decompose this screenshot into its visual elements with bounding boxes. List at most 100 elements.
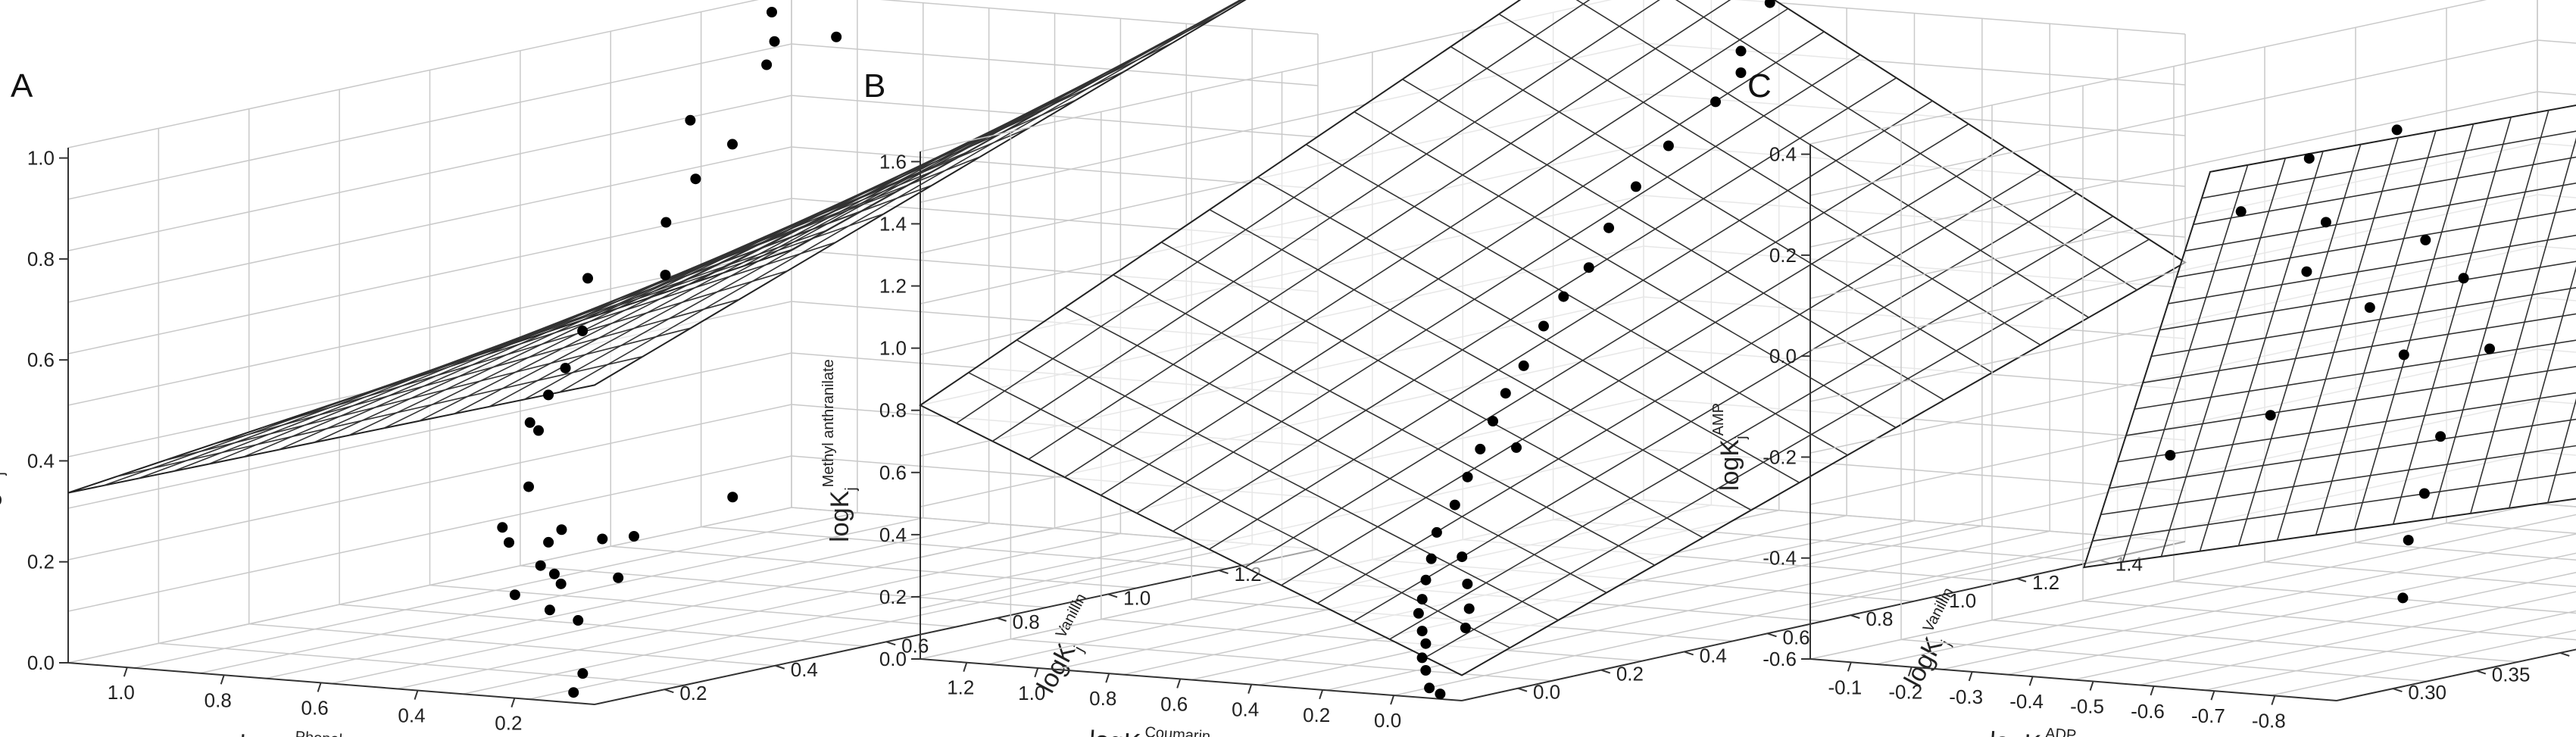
surface-meshline [2193, 156, 2576, 226]
surface-meshline [1257, 176, 1800, 483]
y-tick-mark [1684, 651, 1694, 656]
z-tick-label: 1.2 [879, 275, 907, 298]
floor-gridline [1991, 620, 2519, 663]
y-tick-label: 0.4 [1700, 644, 1727, 667]
x-tick-label: 0.2 [1303, 704, 1330, 726]
x-tick-label: -0.6 [2131, 700, 2165, 723]
floor-gridline [2264, 561, 2576, 588]
surface-meshline [164, 327, 692, 461]
surface-meshline [2176, 208, 2576, 278]
y-tick-label: 1.0 [1949, 589, 1976, 612]
data-point [660, 270, 671, 281]
y-tick-mark [1517, 687, 1528, 692]
data-point [2301, 266, 2312, 277]
surface-meshline [2201, 130, 2576, 199]
x-tick-label: 0.6 [1160, 692, 1188, 715]
panel-letter: A [11, 67, 33, 105]
y-tick-mark [1219, 570, 1229, 574]
y-axis-line [2336, 648, 2576, 701]
floor-gridline [339, 604, 866, 647]
panel-letter: B [863, 67, 885, 105]
x-tick-label: 1.0 [108, 681, 135, 704]
floor-gridline [2082, 600, 2576, 641]
floor-gridline [610, 545, 1138, 589]
z-tick-label: -0.4 [1763, 547, 1797, 570]
y-axis-line [1461, 541, 2186, 701]
z-tick-label: 0.8 [879, 399, 907, 422]
data-point [727, 139, 738, 150]
x-tick-mark [2210, 690, 2215, 701]
wall-gridline [67, 507, 792, 664]
surface-meshline [1305, 144, 1848, 456]
data-point [2303, 153, 2315, 164]
surface-meshline [1281, 146, 2006, 586]
wall-gridline [1809, 91, 2538, 248]
data-point [597, 533, 608, 545]
data-point [555, 578, 567, 589]
y-tick-label: 0.30 [2408, 681, 2446, 704]
surface-meshline [1113, 274, 1656, 566]
x-tick-mark [511, 698, 516, 707]
z-tick-label: 0.2 [1769, 244, 1797, 267]
x-tick-mark [123, 667, 128, 677]
data-point [533, 425, 544, 436]
x-tick-mark [963, 662, 968, 673]
surface-meshline [1425, 239, 2150, 658]
data-point [1416, 594, 1428, 605]
z-tick-label: 0.2 [879, 586, 907, 608]
surface-meshline [1100, 31, 1825, 496]
data-point [1462, 578, 1473, 589]
surface-meshline [646, 42, 1174, 299]
y-tick-mark [2016, 577, 2027, 582]
z-tick-label: 0.2 [27, 551, 55, 573]
y-tick-mark [2393, 688, 2403, 693]
wall-gridline [2537, 0, 2576, 30]
surface-meshline [2160, 158, 2287, 557]
x-tick-mark [1907, 667, 1912, 676]
y-tick-mark [1767, 632, 1777, 638]
data-point [767, 7, 777, 17]
data-point [543, 536, 554, 548]
x-tick-mark [1247, 684, 1253, 694]
data-point [535, 560, 546, 571]
data-point [2397, 592, 2409, 604]
wall-gridline [1809, 0, 2487, 145]
data-point [2391, 124, 2403, 136]
data-points [1413, 0, 1775, 700]
floor-gridline [2446, 522, 2576, 534]
data-point [690, 173, 701, 185]
data-point [548, 568, 560, 579]
data-point [556, 524, 567, 536]
surface-meshline [2470, 137, 2576, 514]
chart-panel-a: 1.0 0.8 0.6 0.4 0.2 0.2 0.4 0.6 0.8 1.0 1.2 0.0 0.2 0… [0, 0, 1319, 737]
x-axis-title: logKjADP [1988, 721, 2077, 737]
data-point [1420, 574, 1432, 586]
x-axis-line [920, 658, 1463, 701]
data-point [544, 604, 555, 616]
data-point [831, 31, 842, 42]
data-point [577, 325, 589, 336]
x-tick-mark [2089, 681, 2094, 691]
data-point [1431, 526, 1442, 538]
panel-letter: C [1747, 67, 1772, 105]
y-tick-label: 0.6 [901, 634, 929, 657]
surface-meshline [523, 0, 1242, 401]
z-axis-title: logKjBenzyl alcohol [0, 374, 8, 526]
z-tick-label: 0.0 [1769, 345, 1797, 367]
z-axis-title-sup: AMP [1710, 403, 1727, 436]
wall-gridline [1809, 503, 2538, 660]
wall-gridline [67, 352, 792, 509]
data-point [582, 273, 593, 284]
data-point [1475, 443, 1486, 454]
x-tick-label: -0.2 [1888, 681, 1922, 704]
surface-meshline [956, 0, 1591, 424]
x-tick-mark [1847, 661, 1852, 672]
x-axis-title-main: logK [239, 730, 292, 737]
y-tick-label: 0.4 [791, 658, 818, 681]
z-tick-label: 0.0 [879, 648, 907, 670]
data-point [1416, 652, 1428, 664]
y-tick-mark [997, 617, 1007, 622]
y-tick-label: 0.2 [1616, 663, 1644, 685]
data-point [1500, 388, 1511, 399]
